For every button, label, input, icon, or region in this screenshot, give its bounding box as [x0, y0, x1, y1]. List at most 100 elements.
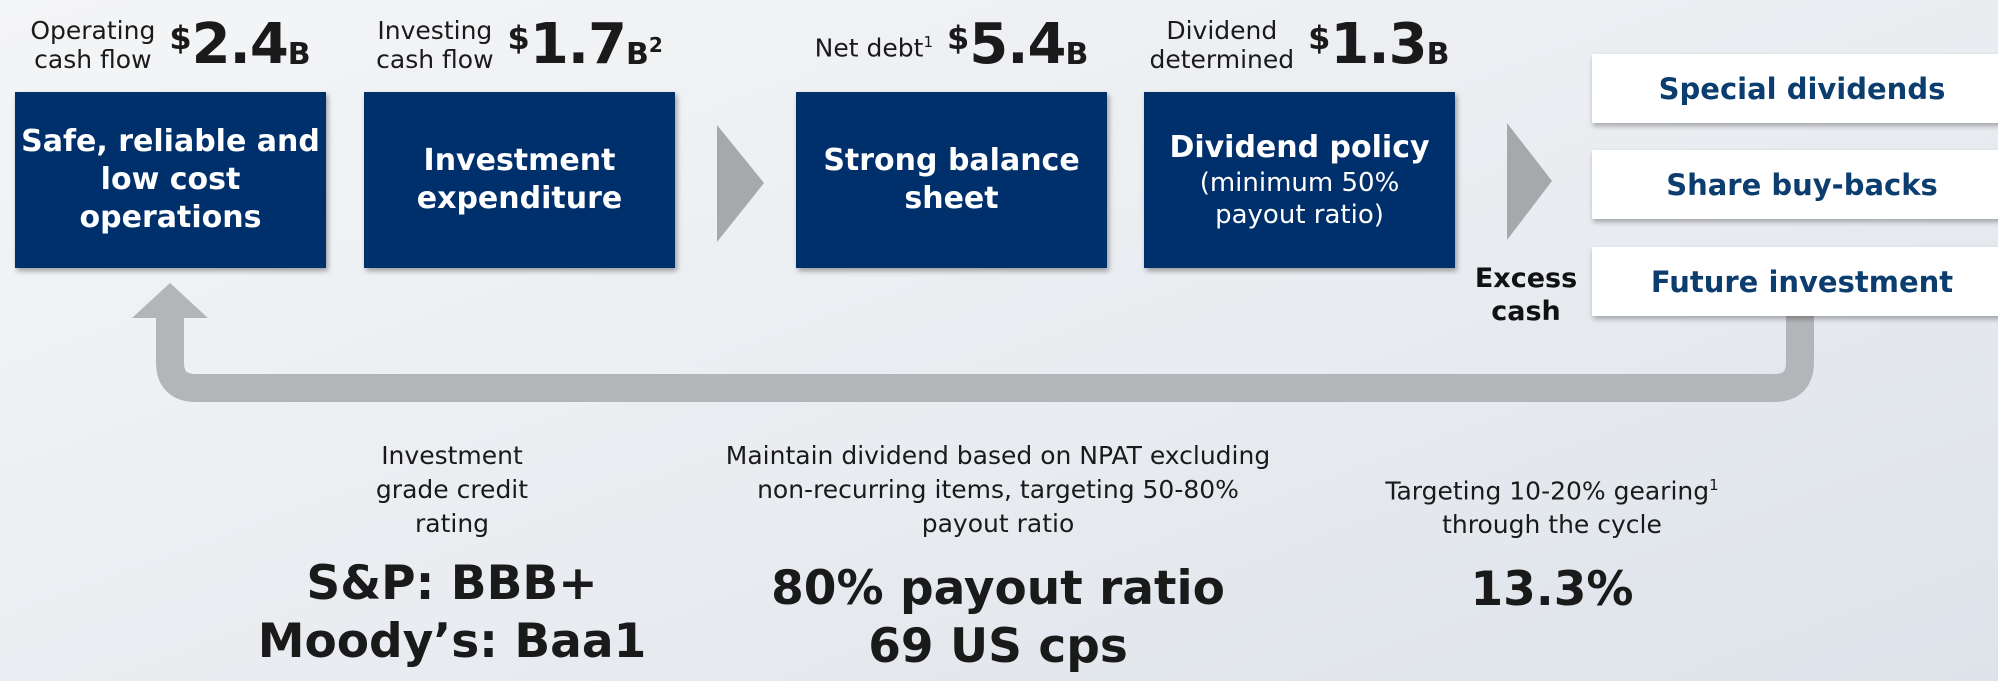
description-line: Targeting 10-20% gearing1	[1222, 468, 1882, 508]
step-box: Investment expenditure	[364, 92, 675, 268]
outcome-description: Investment grade credit rating	[122, 439, 782, 541]
step-title: Safe, reliable and	[21, 123, 320, 161]
description-line: Targeting 10-20% gearing	[1385, 476, 1710, 506]
step-title: Investment	[423, 143, 616, 178]
highlight-line: 69 US cps	[868, 619, 1128, 674]
option-label: Special dividends	[1658, 71, 1946, 106]
currency: $	[507, 19, 530, 57]
amount: 2.4	[191, 12, 289, 77]
outcome-description: Targeting 10-20% gearing1 through the cyc…	[1222, 468, 1882, 542]
loop-arrowhead	[132, 283, 208, 318]
metric-label-line: Net debt	[814, 33, 924, 63]
step-box: Safe, reliable and low cost operations	[15, 92, 326, 268]
unit: B	[626, 37, 649, 72]
metric-label-line: determined	[1149, 45, 1294, 74]
description-line: Investment	[122, 439, 782, 473]
description-line: through the cycle	[1442, 510, 1662, 540]
metric-label-line: Operating	[30, 16, 156, 45]
metric-label-line: Investing	[377, 16, 493, 45]
metric: Net debt1 $5.4 B	[776, 6, 1127, 84]
step-subtitle: (minimum 50%	[1199, 168, 1400, 198]
metric: Operating cash flow $2.4 B	[0, 6, 346, 84]
metric-label-line: Dividend	[1149, 16, 1294, 45]
metric: Dividend determined $1.3 B	[1124, 6, 1475, 84]
step-title: Dividend policy	[1169, 129, 1429, 167]
step-title: low cost	[100, 162, 241, 197]
highlight-line: 80% payout ratio	[771, 561, 1225, 616]
step-title: expenditure	[417, 180, 622, 218]
option-box: Special dividends	[1592, 54, 1998, 123]
metric-label: Dividend determined	[1149, 16, 1294, 74]
excess-cash: Excess cash	[1456, 262, 1596, 328]
description-line: Investment	[381, 441, 523, 470]
metric-label-line: Operating	[30, 16, 155, 45]
highlight-line: 13.3%	[1470, 562, 1634, 617]
metric-label-line: cash flow	[376, 45, 493, 74]
chevron	[1507, 123, 1552, 240]
highlight-line: 80% payout ratio	[668, 560, 1328, 618]
excess-cash-line: Excess	[1474, 263, 1578, 294]
amount: 5.4	[969, 12, 1066, 77]
excess-cash-line: cash	[1456, 295, 1596, 328]
excess-cash-line: Excess	[1456, 262, 1596, 295]
step-subtitle: payout ratio)	[1215, 200, 1384, 230]
loop-arrow	[156, 312, 1814, 402]
metric-label-line: Dividend	[1166, 16, 1278, 45]
metric-label-line: Net debt1	[815, 28, 933, 62]
step-title: operations	[79, 200, 262, 235]
option-label: Share buy-backs	[1666, 167, 1938, 202]
outcome-highlight: 80% payout ratio 69 US cps	[668, 560, 1328, 676]
step-subtitle: payout ratio)	[1215, 199, 1384, 231]
metric-label-line: cash flow	[376, 45, 494, 74]
unit: B	[1065, 37, 1089, 72]
outcome-description: Maintain dividend based on NPAT excludin…	[668, 439, 1328, 541]
step-title: sheet	[904, 180, 998, 218]
footnote: 2	[648, 33, 663, 57]
metric-label-line: cash flow	[30, 45, 155, 74]
description-line: Maintain dividend based on NPAT excludin…	[725, 441, 1271, 470]
description-line: through the cycle	[1222, 508, 1882, 542]
amount: 1.3	[1330, 12, 1427, 77]
outcome-highlight: S&P: BBB+ Moody’s: Baa1	[122, 555, 782, 671]
metric-label-line: cash flow	[34, 45, 152, 74]
step-box: Dividend policy (minimum 50% payout ratio)	[1144, 92, 1455, 268]
metric-value: $1.7 B 2	[508, 13, 663, 77]
unit: B	[1426, 37, 1450, 72]
step-title: Investment	[424, 142, 616, 180]
step-title: operations	[80, 199, 262, 237]
step-subtitle: (minimum 50%	[1200, 167, 1400, 199]
currency: $	[169, 19, 192, 57]
footnote: 1	[923, 32, 933, 51]
description-line: grade credit	[122, 473, 782, 507]
outcome-highlight: 13.3%	[1222, 561, 1882, 619]
step-title: sheet	[904, 181, 999, 216]
description-line: payout ratio	[921, 509, 1075, 538]
metric-label: Net debt1	[815, 28, 933, 62]
description-line: payout ratio	[668, 507, 1328, 541]
description-line: Maintain dividend based on NPAT excludin…	[668, 439, 1328, 473]
currency: $	[1308, 19, 1331, 57]
metric-label: Investing cash flow	[376, 16, 493, 74]
option-box: Future investment	[1592, 247, 1998, 316]
description-line: non-recurring items, targeting 50-80%	[757, 475, 1239, 504]
metric-value: $2.4 B	[169, 13, 310, 77]
metric-label-line: determined	[1149, 45, 1295, 74]
highlight-line: S&P: BBB+	[306, 556, 598, 611]
description-line: rating	[414, 509, 490, 538]
description-line: non-recurring items, targeting 50-80%	[668, 473, 1328, 507]
currency: $	[946, 19, 970, 57]
unit: B	[287, 37, 311, 72]
metric: Investing cash flow $1.7 B 2	[344, 6, 695, 84]
option-label: Future investment	[1650, 264, 1954, 299]
chevron	[717, 125, 764, 242]
excess-cash-line: cash	[1491, 296, 1561, 327]
step-title: Strong balance	[823, 142, 1079, 180]
step-title: Safe, reliable and	[21, 124, 320, 159]
highlight-line: 69 US cps	[668, 618, 1328, 676]
description-line: rating	[122, 507, 782, 541]
option-box: Share buy-backs	[1592, 150, 1998, 219]
step-title: Dividend policy	[1169, 130, 1430, 165]
metric-label: Operating cash flow	[30, 16, 155, 74]
